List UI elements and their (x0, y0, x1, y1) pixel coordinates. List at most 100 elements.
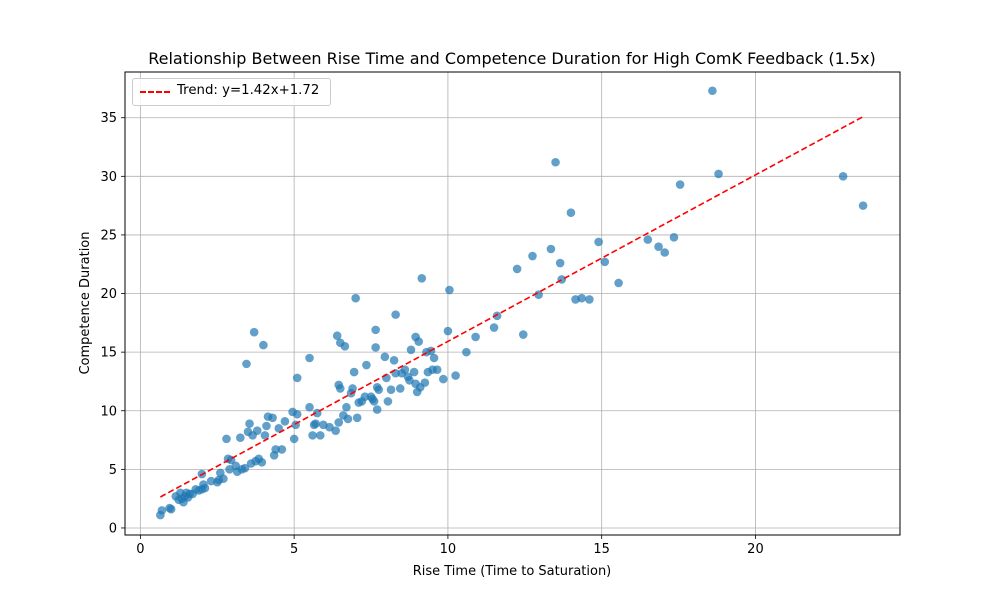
data-point (838, 172, 848, 181)
data-point (585, 295, 594, 304)
data-point (643, 235, 653, 244)
y-tick-label: 10 (100, 404, 117, 419)
data-point (260, 431, 270, 440)
data-point (271, 445, 280, 454)
data-point (371, 325, 380, 335)
legend: Trend: y=1.42x+1.72 (132, 78, 331, 106)
data-point (546, 244, 556, 254)
data-point (262, 421, 271, 431)
data-point (268, 413, 277, 423)
data-point (492, 311, 502, 321)
y-tick-label: 20 (100, 287, 117, 302)
data-point (315, 431, 325, 440)
data-point (289, 434, 299, 444)
data-point (489, 323, 499, 332)
data-point (280, 417, 290, 426)
x-axis-label: Rise Time (Time to Saturation) (413, 564, 612, 579)
y-tick-label: 0 (109, 521, 117, 536)
data-point (551, 157, 560, 167)
data-point (669, 232, 679, 242)
data-point (528, 251, 537, 261)
trend-layer (159, 115, 864, 498)
data-point (409, 367, 419, 377)
data-point (383, 397, 393, 406)
data-point (277, 445, 287, 454)
x-tick-label: 15 (593, 542, 610, 557)
data-point (332, 331, 342, 341)
data-point (708, 86, 717, 96)
x-tick-label: 5 (290, 542, 298, 557)
data-point (308, 431, 317, 440)
y-tick-label: 15 (100, 346, 117, 361)
data-point (395, 384, 405, 393)
chart-title: Relationship Between Rise Time and Compe… (148, 49, 876, 68)
data-point (249, 327, 259, 337)
data-point (242, 359, 251, 369)
x-tick-label: 0 (136, 542, 144, 557)
data-point (443, 326, 453, 336)
data-point (566, 208, 576, 217)
data-point (451, 371, 460, 380)
data-point (414, 337, 424, 346)
data-point (400, 365, 410, 375)
y-tick-label: 5 (109, 463, 117, 478)
data-point (236, 433, 245, 443)
data-point (858, 201, 868, 210)
data-point (462, 347, 471, 357)
data-point (351, 293, 360, 303)
data-point (389, 356, 399, 365)
data-point (594, 237, 603, 247)
data-point (386, 385, 396, 394)
data-point (257, 458, 267, 467)
data-point (371, 343, 380, 352)
data-point (305, 353, 314, 363)
data-point (334, 418, 344, 427)
data-point (555, 258, 565, 268)
data-point (331, 426, 340, 435)
data-point (274, 424, 284, 433)
data-point (157, 506, 167, 515)
data-point (245, 419, 254, 428)
x-axis-ticks: 0 5 10 15 20 (136, 535, 764, 557)
data-point (292, 373, 302, 383)
data-point (445, 285, 454, 295)
legend-trend-swatch (140, 91, 170, 93)
y-axis-label: Competence Duration (78, 231, 93, 374)
y-axis-ticks: 0 5 10 15 20 25 30 35 (100, 111, 125, 536)
data-point (360, 392, 370, 401)
data-point (660, 248, 670, 257)
data-point (675, 180, 685, 189)
y-tick-label: 35 (100, 111, 117, 126)
data-point (420, 378, 430, 387)
data-point (352, 413, 362, 423)
data-point (557, 275, 567, 284)
data-point (439, 374, 448, 384)
data-point (600, 257, 610, 267)
grid-lines (125, 72, 900, 535)
y-tick-label: 30 (100, 170, 117, 185)
data-point (340, 341, 350, 351)
data-point (349, 367, 359, 377)
data-point (311, 419, 320, 428)
x-tick-label: 10 (440, 542, 457, 557)
data-point (417, 273, 427, 283)
data-point (252, 426, 262, 435)
data-point (429, 353, 439, 363)
data-point (372, 405, 382, 414)
data-point (166, 504, 176, 514)
data-point (343, 414, 353, 424)
data-point (342, 402, 351, 412)
data-point (432, 365, 442, 375)
data-point (348, 384, 357, 393)
data-point (406, 345, 416, 355)
data-point (362, 360, 371, 370)
points-layer (156, 86, 868, 520)
data-point (369, 397, 379, 406)
data-point (335, 384, 345, 393)
data-point (577, 293, 586, 303)
data-point (518, 330, 528, 339)
data-point (222, 434, 231, 444)
data-point (391, 310, 400, 319)
